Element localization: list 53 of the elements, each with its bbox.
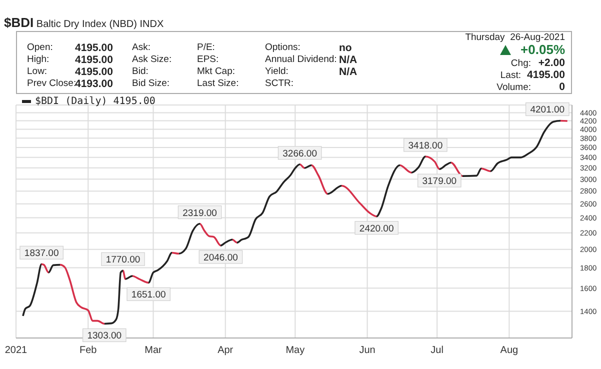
text: Volume: — [496, 82, 531, 93]
x-tick-label: Jul — [430, 345, 444, 356]
text: Last Size: — [197, 78, 239, 89]
text: P/E: — [197, 42, 215, 53]
text: N/A — [339, 54, 358, 66]
text: 4195.00 — [75, 66, 113, 78]
text: Ask: — [132, 42, 150, 53]
data-label: 1770.00 — [106, 254, 140, 266]
text: Mkt Cap: — [197, 66, 236, 77]
text: 4193.00 — [75, 78, 113, 90]
text: Bid Size: — [132, 78, 170, 89]
text: SCTR: — [265, 78, 294, 89]
x-tick-label: Aug — [500, 345, 518, 356]
text: N/A — [339, 66, 358, 78]
data-label: 3266.00 — [282, 148, 317, 160]
data-label: 2319.00 — [182, 208, 217, 219]
x-tick-label: Jun — [359, 345, 376, 356]
data-label: 1303.00 — [87, 330, 122, 342]
text: EPS: — [197, 54, 219, 65]
text: Yield: — [265, 66, 288, 77]
text: Thursday 26-Aug-2021 — [465, 32, 565, 43]
text: 4195.00 — [527, 69, 565, 81]
text: 4195.00 — [75, 54, 113, 66]
data-label: 3418.00 — [408, 140, 443, 152]
data-label: 1837.00 — [24, 248, 59, 260]
x-tick-label: 2021 — [4, 345, 28, 356]
x-tick-label: May — [286, 345, 305, 356]
text: Open: — [27, 42, 53, 53]
text: Low: — [27, 66, 48, 77]
text: Chg: — [510, 58, 531, 69]
text: Annual Dividend: — [265, 54, 337, 65]
data-label: 1651.00 — [131, 290, 166, 301]
text: Prev Close: — [27, 78, 76, 89]
text: no — [339, 42, 352, 54]
x-tick-label: Feb — [80, 345, 98, 356]
text: +2.00 — [538, 57, 565, 69]
chart-title: $BDI Baltic Dry Index (NBD) INDX — [4, 15, 164, 30]
data-label: 2046.00 — [204, 252, 238, 264]
data-label: 2420.00 — [359, 223, 394, 234]
text: High: — [27, 54, 50, 65]
x-tick-label: Apr — [218, 345, 234, 356]
text: +0.05% — [520, 42, 565, 57]
x-tick-label: Mar — [144, 345, 163, 356]
line-series — [22, 120, 568, 325]
text: Ask Size: — [132, 54, 172, 65]
text: 4195.00 — [75, 42, 113, 54]
text: $BDI (Daily) 4195.00 — [34, 96, 156, 107]
data-label: 3179.00 — [422, 176, 457, 188]
text: 0 — [559, 81, 565, 93]
data-label: 4201.00 — [530, 104, 565, 116]
text: Last: — [500, 70, 521, 81]
text: Options: — [265, 42, 300, 53]
text: Bid: — [132, 66, 148, 77]
